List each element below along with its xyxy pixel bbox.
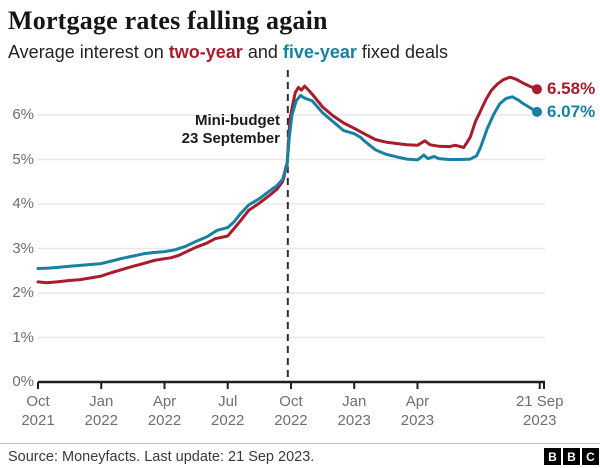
x-tick-label-Oct: Oct 2021 (21, 393, 55, 429)
y-tick-label-5%: 5% (12, 150, 34, 168)
y-tick-label-0%: 0% (12, 373, 34, 390)
two-year-end-dot (532, 84, 542, 95)
chart-subtitle: Average interest on two-year and five-ye… (8, 42, 592, 63)
subtitle-mid: and (242, 42, 283, 62)
five-year-line (36, 93, 539, 270)
event-annotation-line2: 23 September (181, 130, 280, 147)
event-annotation-line1: Mini-budget (195, 112, 280, 129)
x-tick-label-Jul: Jul 2022 (211, 393, 245, 429)
subtitle-pre: Average interest on (8, 42, 169, 62)
x-tick-label-Jan: Jan 2022 (84, 393, 118, 429)
y-tick-label-3%: 3% (12, 239, 34, 257)
x-tick-label-Jan: Jan 2023 (337, 393, 371, 429)
x-tick-label-Apr: Apr 2023 (400, 393, 435, 429)
subtitle-five-year: five-year (282, 42, 357, 62)
x-tick-label-Apr: Apr 2022 (147, 393, 182, 429)
y-tick-label-2%: 2% (12, 284, 34, 301)
y-tick-label-6%: 6% (12, 106, 34, 123)
five-year-end-dot (532, 106, 542, 117)
bbc-logo-block-B: B (563, 448, 580, 465)
footer-divider (0, 443, 600, 444)
bbc-logo-block-C: C (582, 448, 599, 465)
x-tick-label-21-Sep: 21 Sep 2023 (515, 393, 564, 429)
y-tick-label-1%: 1% (12, 328, 34, 346)
event-annotation: Mini-budget 23 September (116, 112, 280, 148)
two-year-line (36, 75, 539, 285)
x-tick-label-Oct: Oct 2022 (274, 393, 308, 429)
page-title: Mortgage rates falling again (8, 6, 328, 35)
y-tick-label-4%: 4% (12, 195, 34, 212)
subtitle-two-year: two-year (168, 42, 243, 62)
bbc-logo-block-B: B (544, 448, 561, 465)
two-year-end-value: 6.58% (547, 79, 596, 99)
subtitle-post: fixed deals (356, 42, 448, 62)
source-text: Source: Moneyfacts. Last update: 21 Sep … (8, 449, 315, 465)
five-year-end-value: 6.07% (547, 101, 596, 121)
